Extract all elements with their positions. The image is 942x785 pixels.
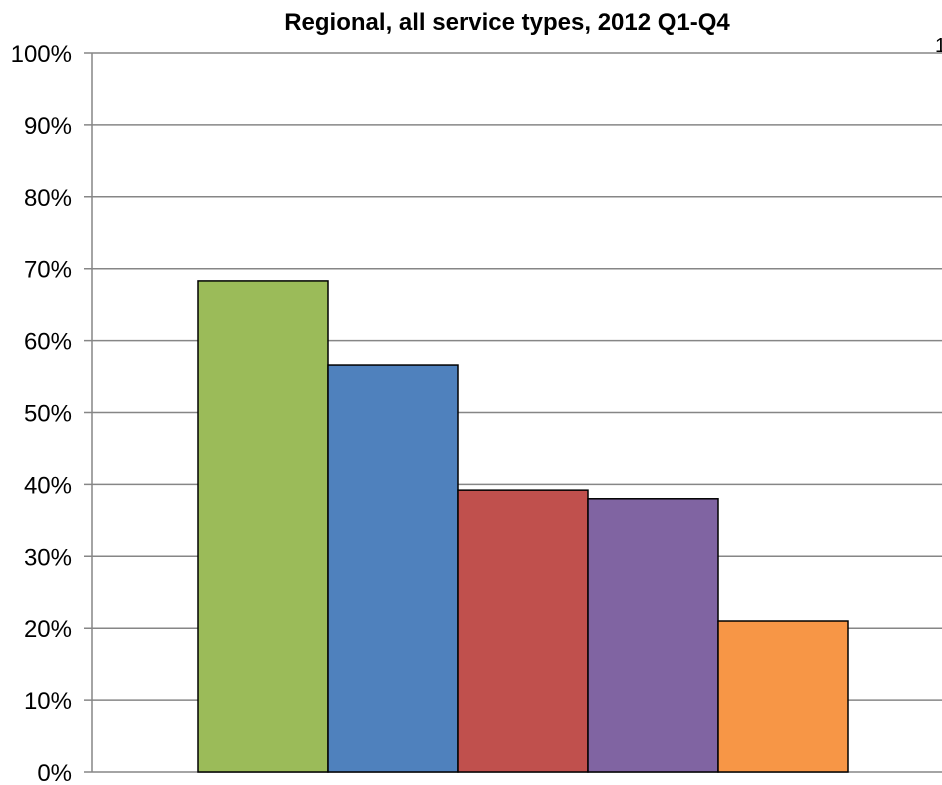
y-tick-label: 30%: [24, 544, 72, 571]
bar-2: [327, 364, 459, 773]
bar-4: [587, 498, 719, 773]
chart-title: Regional, all service types, 2012 Q1-Q4: [284, 9, 730, 36]
y-tick-label: 100%: [11, 41, 72, 68]
y-tick-label: 10%: [24, 688, 72, 715]
y-tick-label: 80%: [24, 185, 72, 212]
bar-3: [457, 489, 589, 773]
y-tick-label: 90%: [24, 113, 72, 140]
bar-5: [717, 620, 849, 773]
y-tick-label: 50%: [24, 401, 72, 428]
bar-1: [197, 280, 329, 773]
y-tick-label: 20%: [24, 616, 72, 643]
y-tick-label: 70%: [24, 257, 72, 284]
y-axis: 0% 10% 20% 30% 40% 50% 60% 70% 80% 90% 100%: [11, 41, 72, 785]
bars: [197, 280, 849, 773]
corner-label: 1: [935, 35, 942, 57]
y-tick-label: 60%: [24, 329, 72, 356]
y-tick-label: 40%: [24, 472, 72, 499]
y-tick-label: 0%: [37, 760, 72, 785]
